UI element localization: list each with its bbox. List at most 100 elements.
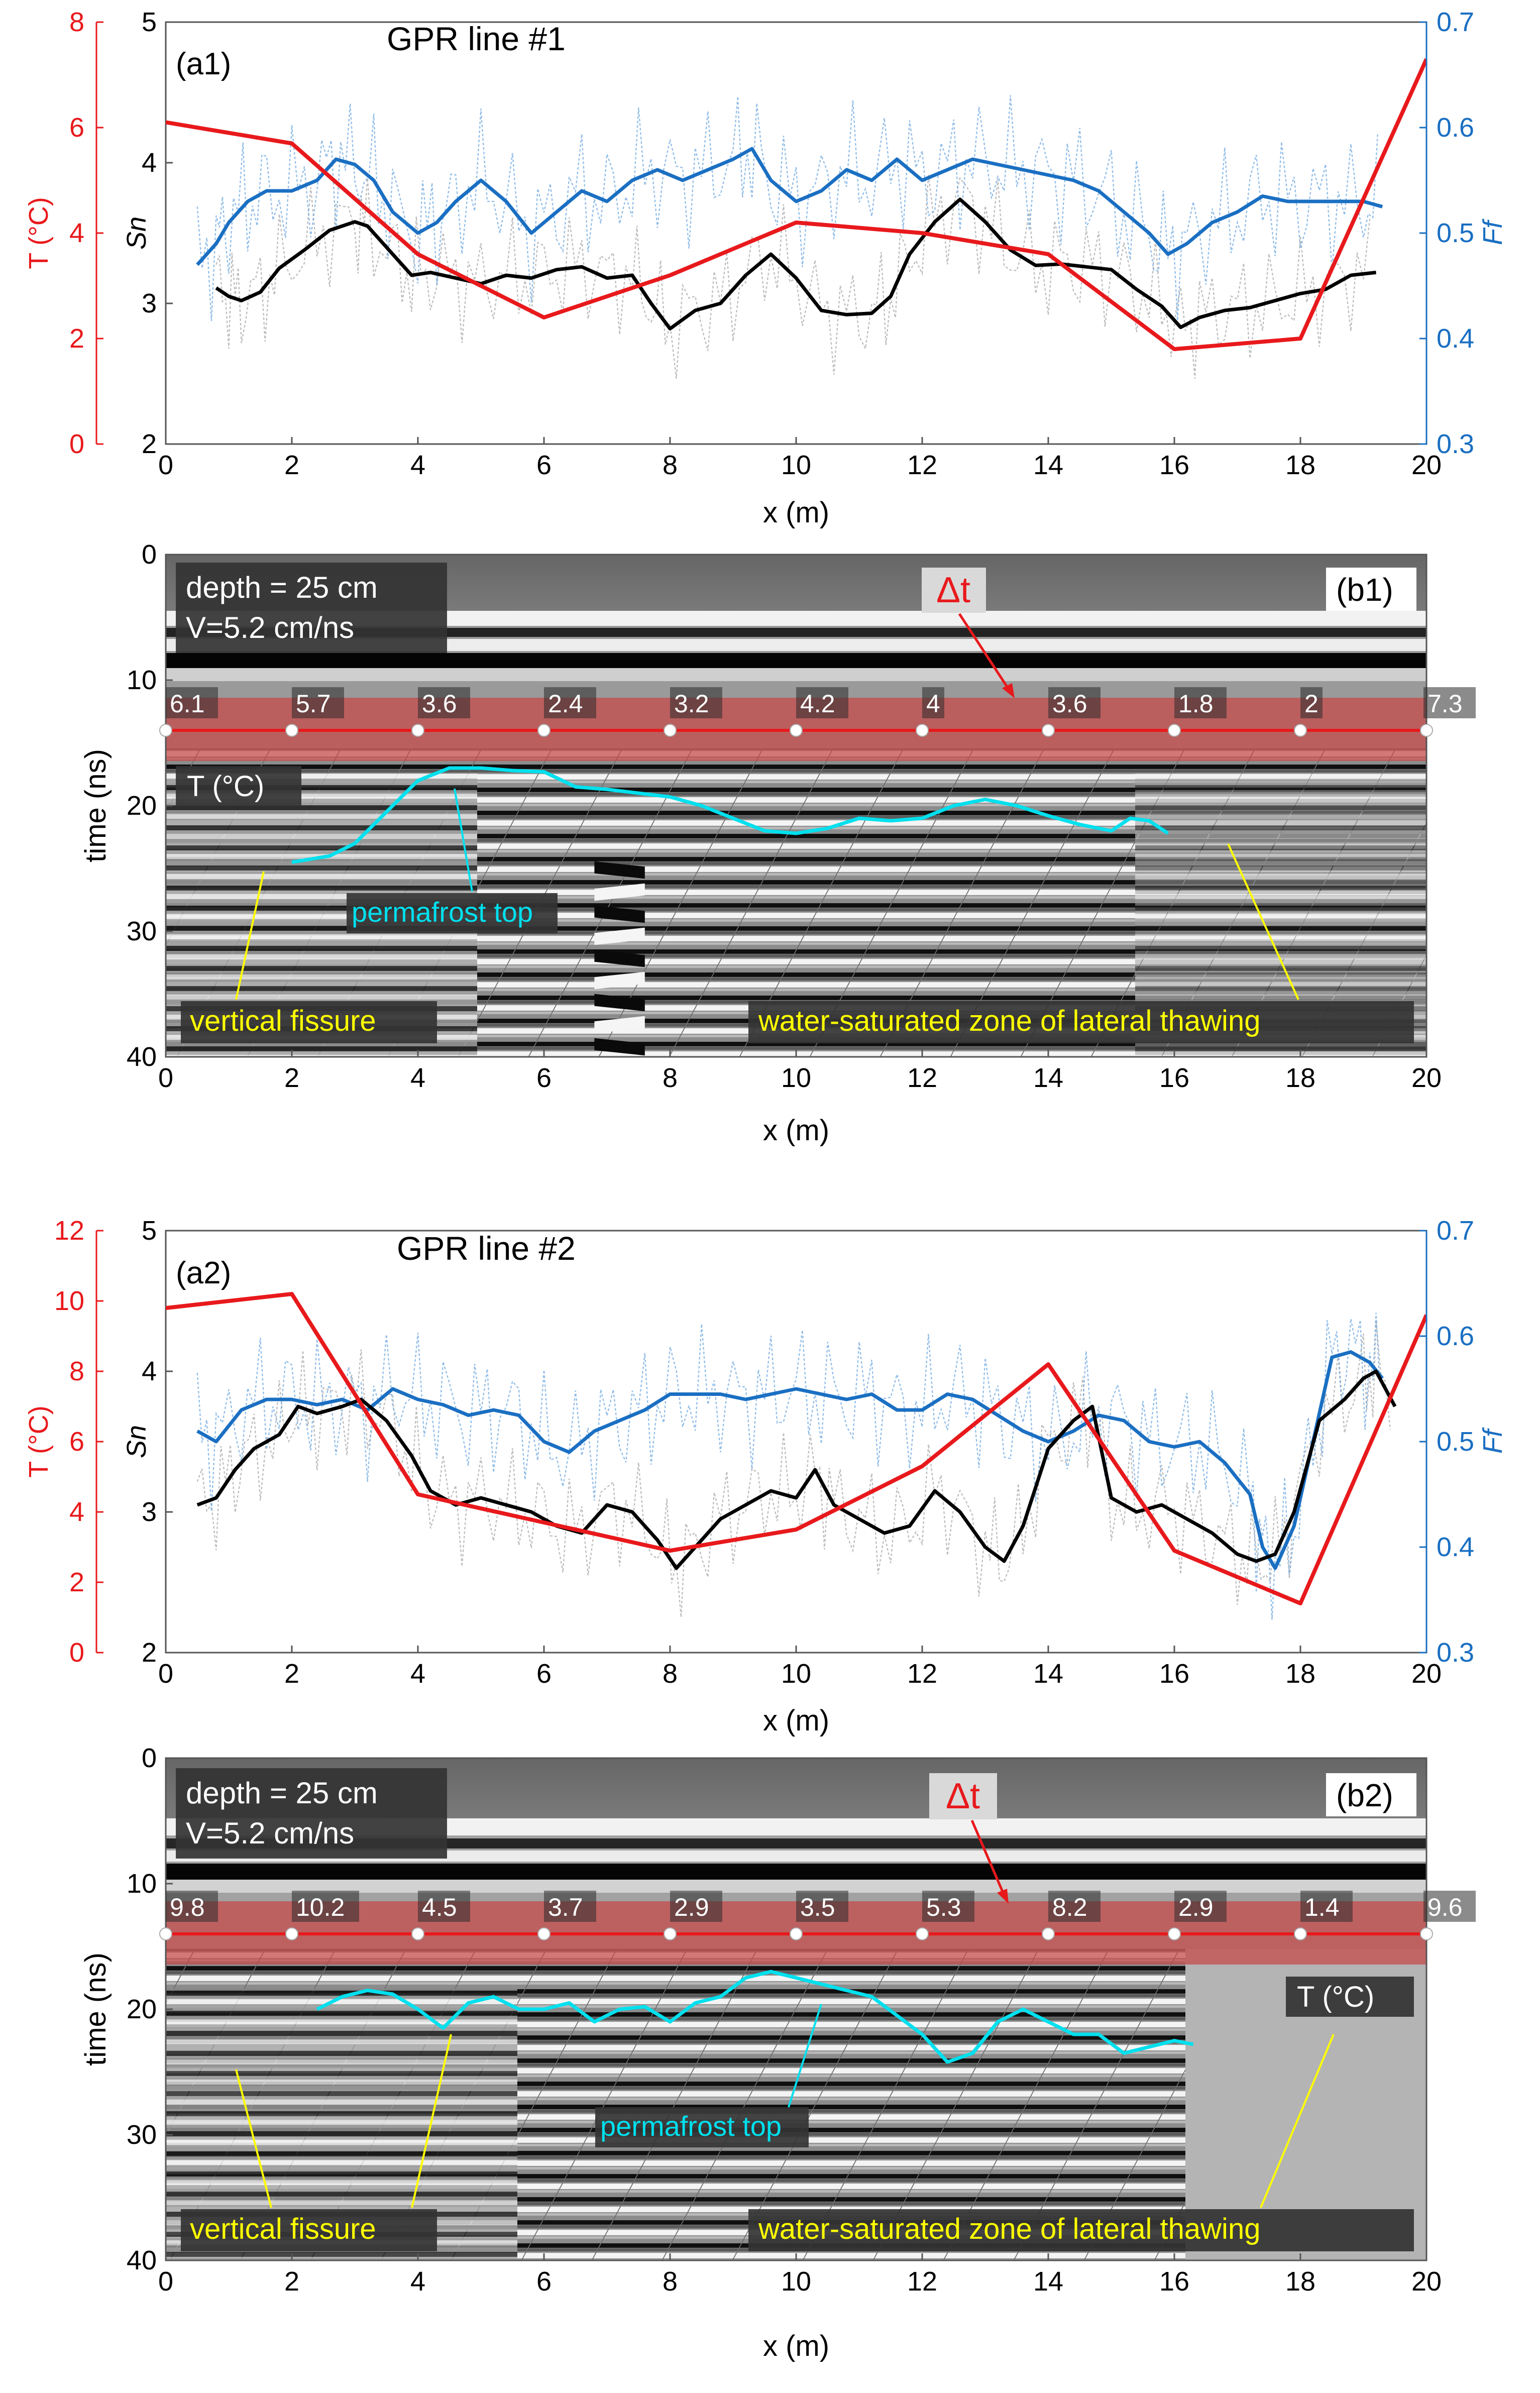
x-axis-label: x (m): [763, 1114, 829, 1147]
temperature-marker: [790, 724, 803, 737]
permafrost-top-line: [316, 1970, 1194, 2064]
series-ff-line: [196, 147, 1383, 266]
temperature-label: 9.8: [170, 1893, 205, 1921]
temperature-marker: [1042, 1927, 1055, 1940]
x-tick-label: 0: [158, 450, 173, 480]
y-tick-label: 0: [142, 539, 157, 570]
temperature-label-box: [1174, 1891, 1227, 1922]
temperature-label-box: [166, 1891, 218, 1922]
x-tick-label: 16: [1159, 1063, 1189, 1093]
thaw-label-box: [748, 2209, 1414, 2251]
ff-tick-label: 0.6: [1437, 1321, 1474, 1351]
ff-tick-label: 0.4: [1437, 323, 1474, 354]
temperature-label-box: [670, 687, 722, 718]
t-tick-label: 12: [54, 1216, 84, 1246]
x-tick-label: 6: [536, 2266, 552, 2297]
surface-reflection-grey: [166, 668, 1426, 681]
y-axis-ticks: 0 10 20 30 40: [127, 539, 173, 1072]
surface-reflection-black: [166, 653, 1426, 668]
temperature-marker: [285, 1927, 298, 1940]
fissure-label-box: [181, 1001, 437, 1043]
t-axis-label: T (°C): [24, 197, 54, 269]
temperature-label: 3.6: [1052, 690, 1087, 718]
panel-label: (b2): [1336, 1777, 1393, 1813]
temperature-marker: [285, 724, 298, 737]
temperature-marker: [159, 724, 172, 737]
panel-label: (a1): [176, 47, 231, 81]
ff-tick-label: 0.5: [1437, 218, 1474, 248]
x-tick-label: 14: [1033, 450, 1063, 480]
x-tick-label: 8: [663, 450, 678, 480]
y-axis-ticks: 0 10 20 30 40: [127, 1743, 173, 2275]
ff-tick-label: 0.4: [1437, 1532, 1474, 1562]
panel-label-box: [1326, 1773, 1416, 1816]
ff-tick-label: 0.7: [1437, 1216, 1474, 1246]
x-axis-ticks: 0 2 4 6 8 10 12 14 16 18 20: [158, 437, 1442, 480]
temperature-label-box: [418, 1891, 470, 1922]
x-tick-label: 6: [536, 1659, 552, 1689]
temperature-label-box: [1174, 687, 1227, 718]
surface-reflection-dark: [166, 628, 1426, 637]
ff-axis-label: Ff: [1478, 1427, 1508, 1454]
temperature-label: 4: [926, 690, 940, 718]
x-tick-label: 4: [410, 450, 425, 480]
info-depth: depth = 25 cm: [186, 571, 378, 604]
x-tick-label: 10: [781, 450, 811, 480]
sn-axis-ticks: 2 3 4 5: [142, 1216, 173, 1668]
temperature-label-box: [670, 1891, 722, 1922]
x-tick-label: 20: [1411, 1063, 1442, 1093]
temperature-label: 10.2: [296, 1893, 345, 1921]
ff-tick-label: 0.5: [1437, 1427, 1474, 1457]
panel-title: GPR line #2: [397, 1230, 576, 1267]
y-tick-label: 30: [127, 916, 157, 946]
x-tick-label: 16: [1159, 450, 1189, 480]
temperature-label: 3.2: [674, 690, 709, 718]
temperature-marker: [537, 724, 551, 737]
x-axis-ticks: 0 2 4 6 8 10 12 14 16 18 20: [158, 2253, 1442, 2297]
y-axis-label: time (ns): [79, 749, 112, 862]
temperature-label-box: [922, 1891, 974, 1922]
x-axis-label: x (m): [763, 1704, 829, 1737]
t-axis-ticks: 0 2 4 6 8 10 12: [54, 1216, 103, 1668]
t-tick-label: 8: [69, 7, 84, 37]
dt-label-box: [929, 1773, 997, 1819]
thaw-label: water-saturated zone of lateral thawing: [758, 2213, 1260, 2245]
series-sn-line: [215, 197, 1376, 331]
temperature-marker: [1042, 724, 1055, 737]
t-tick-label: 4: [69, 1497, 84, 1527]
temperature-marker: [790, 1927, 803, 1940]
sn-tick-label: 5: [142, 7, 157, 37]
temperature-label-box: [1423, 687, 1476, 718]
temperature-label-box: [292, 1891, 359, 1922]
thaw-label: water-saturated zone of lateral thawing: [758, 1005, 1260, 1037]
temperature-marker: [1168, 1927, 1181, 1940]
fissure-label: vertical fissure: [190, 1005, 376, 1037]
ff-axis-ticks: 0.3 0.4 0.5 0.6 0.7: [1419, 7, 1474, 459]
temperature-marker: [159, 1927, 172, 1940]
temperature-label-box: [1423, 1891, 1476, 1922]
temperature-label: 3.7: [548, 1893, 583, 1921]
t-tick-label: 2: [69, 323, 84, 354]
x-axis-ticks: 0 2 4 6 8 10 12 14 16 18 20: [158, 1646, 1442, 1689]
x-axis-label: x (m): [763, 2330, 829, 2362]
y-tick-label: 10: [127, 665, 157, 695]
sn-tick-label: 3: [142, 288, 157, 318]
permafrost-top-line: [291, 766, 1169, 864]
t-tick-label: 10: [54, 1286, 84, 1316]
temperature-label: 3.5: [800, 1893, 835, 1921]
t-tick-label: 4: [69, 218, 84, 248]
sn-tick-label: 5: [142, 1216, 157, 1246]
x-axis-ticks: 0 2 4 6 8 10 12 14 16 18 20: [158, 1050, 1442, 1093]
temperature-marker: [1420, 724, 1433, 737]
temperature-label-box: [1300, 687, 1323, 718]
fissure-arrow-2: [411, 2034, 452, 2208]
temperature-marker: [1294, 724, 1307, 737]
x-tick-label: 10: [781, 2266, 811, 2297]
temperature-label: 4.5: [422, 1893, 457, 1921]
temperature-label: 2: [1304, 690, 1318, 718]
sn-tick-label: 2: [142, 1638, 157, 1668]
noise-lines: [196, 95, 1378, 379]
temperature-marker: [916, 724, 929, 737]
temperature-marker: [916, 1927, 929, 1940]
